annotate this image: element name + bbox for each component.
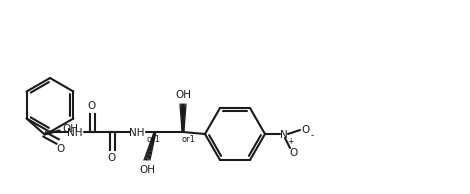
Text: OH: OH — [139, 165, 155, 175]
Text: OH: OH — [63, 125, 78, 134]
Text: or1: or1 — [181, 134, 195, 144]
Text: O: O — [301, 125, 309, 135]
Text: +: + — [287, 138, 293, 146]
Text: or1: or1 — [146, 134, 160, 144]
Text: O: O — [290, 148, 298, 158]
Text: O: O — [108, 153, 116, 163]
Text: N: N — [280, 130, 288, 140]
Text: OH: OH — [175, 90, 191, 100]
Text: NH: NH — [129, 128, 145, 138]
Text: O: O — [56, 145, 65, 154]
Text: NH: NH — [67, 128, 83, 138]
Text: O: O — [88, 101, 96, 111]
Text: -: - — [310, 132, 313, 140]
